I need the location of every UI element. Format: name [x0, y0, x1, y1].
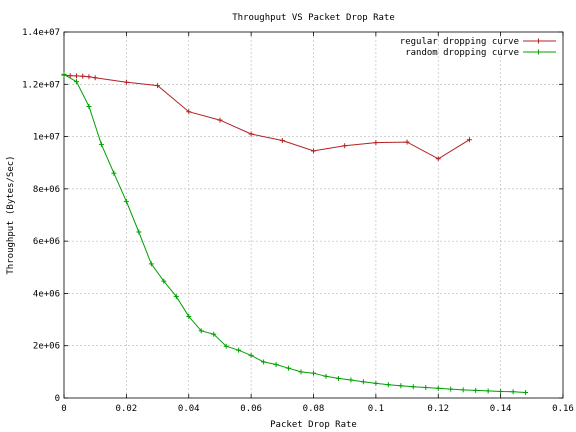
y-tick-label: 1.4e+07 [22, 28, 60, 38]
legend: regular dropping curve random dropping c… [400, 37, 556, 58]
plot-frame [63, 31, 564, 399]
y-tick-label: 1.2e+07 [22, 80, 60, 90]
x-tick-label: 0 [61, 404, 66, 414]
x-tick-label: 0.14 [490, 404, 512, 414]
data-point-random [273, 362, 279, 368]
data-point-random [173, 294, 179, 300]
x-tick-label: 0.06 [240, 404, 262, 414]
legend-swatch-regular [523, 38, 556, 44]
data-point-random [523, 390, 529, 396]
data-point-random [73, 79, 79, 85]
data-point-random [98, 141, 104, 147]
data-point-regular [86, 74, 92, 80]
data-point-random [448, 386, 454, 392]
data-point-random [186, 313, 192, 319]
data-point-random [460, 387, 466, 393]
x-tick-label: 0.08 [303, 404, 325, 414]
data-point-regular [311, 148, 316, 154]
data-point-regular [373, 140, 379, 146]
data-point-regular [279, 137, 285, 143]
data-point-random [61, 71, 67, 77]
data-point-random [385, 382, 391, 388]
legend-label-random: random dropping curve [405, 48, 519, 58]
data-point-random [161, 278, 167, 284]
data-point-regular [186, 109, 192, 115]
x-tick-label: 0.04 [178, 404, 200, 414]
x-tick-label: 0.02 [116, 404, 138, 414]
data-point-regular [248, 131, 254, 137]
data-point-random [211, 331, 217, 337]
data-point-random [398, 383, 404, 389]
data-point-random [510, 389, 516, 395]
data-point-random [373, 380, 379, 386]
data-point-random [198, 328, 204, 334]
y-tick-label: 4e+06 [33, 289, 60, 299]
data-point-random [410, 384, 416, 390]
x-tick-label: 0.1 [368, 404, 384, 414]
data-point-regular [435, 156, 441, 162]
y-tick-label: 8e+06 [33, 185, 60, 195]
data-point-regular [342, 143, 348, 149]
data-point-regular [80, 73, 86, 79]
data-point-random [148, 261, 154, 267]
data-point-regular [217, 117, 223, 123]
data-point-random [360, 379, 366, 385]
data-point-random [236, 347, 242, 353]
data-point-regular [155, 83, 161, 89]
data-point-random [298, 369, 304, 375]
data-point-random [223, 343, 229, 349]
data-point-regular [92, 75, 98, 81]
grid [64, 32, 563, 398]
series-group [61, 71, 529, 396]
data-point-random [261, 359, 267, 365]
data-point-random [286, 365, 292, 371]
series-line-random [63, 73, 526, 393]
data-point-random [423, 385, 429, 391]
data-point-random [86, 104, 92, 110]
data-point-random [323, 373, 329, 379]
y-tick-label: 6e+06 [33, 237, 60, 247]
y-tick-label: 0 [55, 394, 60, 404]
legend-label-regular: regular dropping curve [400, 37, 519, 47]
data-point-random [435, 385, 441, 391]
axis-ticks: 0 2e+06 4e+06 6e+06 8e+06 1e+07 1.2e+07 1.4e+07… [22, 28, 574, 414]
data-point-random [248, 352, 254, 358]
y-axis-label: Throughput (Bytes/Sec) [6, 155, 16, 274]
legend-swatch-random [523, 49, 556, 55]
data-point-regular [73, 73, 79, 79]
data-point-random [136, 229, 142, 235]
data-point-random [348, 377, 354, 383]
data-point-random [335, 375, 341, 381]
x-tick-label: 0.12 [427, 404, 449, 414]
data-point-random [123, 198, 129, 204]
y-tick-label: 1e+07 [33, 133, 60, 143]
series-line-regular [63, 74, 470, 160]
data-point-regular [67, 73, 73, 79]
data-point-regular [466, 137, 472, 143]
data-point-random [485, 388, 491, 394]
data-point-regular [404, 139, 410, 145]
x-axis-label: Packet Drop Rate [270, 420, 357, 430]
data-point-random [311, 370, 316, 376]
x-tick-label: 0.16 [552, 404, 574, 414]
y-tick-label: 2e+06 [33, 342, 60, 352]
data-point-regular [123, 79, 129, 85]
data-point-random [473, 387, 479, 393]
data-point-random [498, 388, 504, 394]
chart-title: Throughput VS Packet Drop Rate [232, 13, 395, 23]
data-point-random [111, 170, 117, 176]
